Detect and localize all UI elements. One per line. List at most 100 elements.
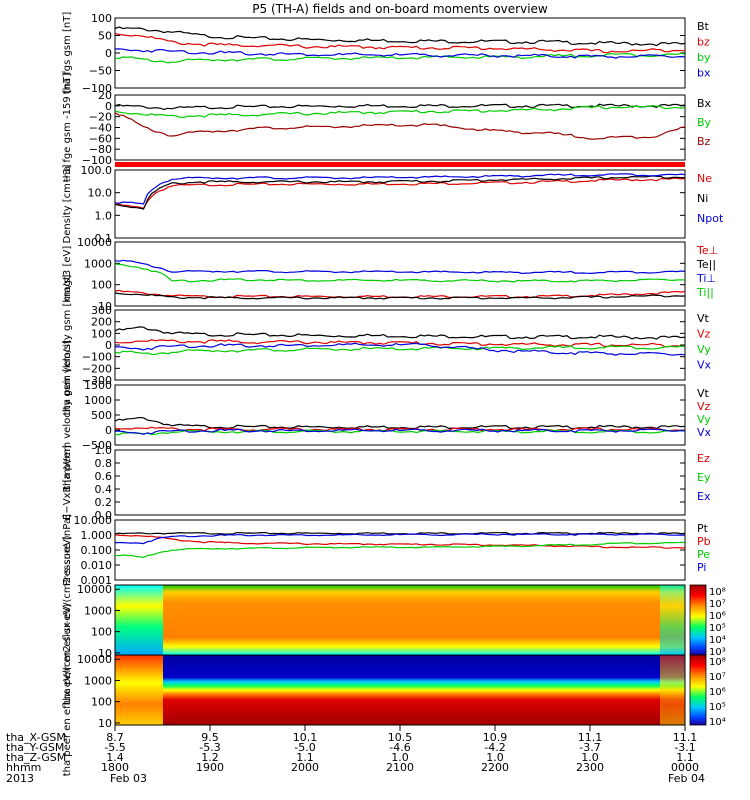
y-tick-label: 0.1 — [95, 232, 113, 245]
panel-frame — [114, 519, 686, 581]
y-tick-label: 10 — [98, 300, 112, 313]
y-tick-label: −80 — [89, 143, 112, 156]
y-tick-label: 100 — [91, 279, 112, 292]
y-axis-label: Density [cm−3] — [62, 164, 73, 243]
colorbar-tick-label: 10⁵ — [709, 623, 726, 634]
y-axis-label: tha fgs gsm [nT] — [62, 12, 73, 95]
y-tick-label: 500 — [91, 409, 112, 422]
legend-entry: Bt — [697, 20, 710, 33]
y-tick-label: 1000 — [84, 674, 112, 687]
legend-entry: Pe — [697, 548, 710, 561]
y-axis-label: Pressure [nPa] — [62, 514, 73, 586]
y-axis-label: E−VxB [mV/m] — [62, 445, 73, 520]
series-line-density-2 — [114, 173, 686, 205]
y-tick-label: 1000 — [84, 257, 112, 270]
orbit-value: 2000 — [291, 761, 319, 774]
legend-entry: Vt — [697, 312, 710, 325]
panel-pressure: 10.000 1.000 0.100 0.010 0.001 Pressure [nPa]… — [62, 514, 711, 587]
series-line-fgs-2 — [114, 52, 686, 64]
y-tick-label: 300 — [91, 304, 112, 317]
orbit-value: -3.7 — [579, 741, 600, 754]
y-tick-label: 100.0 — [81, 164, 113, 177]
series-line-pressure-2 — [114, 541, 686, 559]
orbit-value: 1.0 — [581, 751, 599, 764]
y-tick-label: 0.6 — [95, 470, 113, 483]
panel-frame — [114, 384, 686, 446]
y-tick-label: −50 — [89, 65, 112, 78]
legend-entry: Ez — [697, 452, 710, 465]
date-start-label: Feb 03 — [110, 772, 147, 785]
y-tick-label: 10000 — [77, 583, 112, 596]
y-tick-label: 100 — [91, 12, 112, 25]
y-tick-label: 50 — [98, 30, 112, 43]
series-line-temperature-1 — [114, 292, 686, 300]
y-tick-label: −60 — [89, 132, 112, 145]
y-tick-label: 0 — [105, 47, 112, 60]
y-tick-label: 1000 — [84, 604, 112, 617]
mode-bar — [115, 162, 685, 167]
y-axis-label: magt3 [eV] — [62, 246, 73, 303]
series-line-peir_velocity-2 — [114, 345, 686, 355]
orbit-row-label: tha_X-GSM — [6, 731, 66, 744]
colorbar-tick-label: 10⁸ — [709, 657, 726, 668]
orbit-value: 10.1 — [293, 731, 318, 744]
orbit-value: -3.1 — [674, 741, 695, 754]
spectrogram-peer — [114, 654, 686, 726]
legend-entry: Vy — [697, 343, 711, 356]
legend-entry: Vx — [697, 426, 712, 439]
year-label: 2013 — [6, 772, 34, 785]
y-axis-label: tha peem velocity gsm [km/s] — [62, 340, 73, 490]
orbit-value: 1800 — [101, 761, 129, 774]
series-line-pressure-1 — [114, 534, 685, 549]
orbit-value: 10.5 — [388, 731, 413, 744]
legend-entry: Ti|| — [696, 286, 714, 299]
series-line-pressure-3 — [114, 533, 686, 545]
orbit-value: -5.5 — [104, 741, 125, 754]
series-line-peir_velocity-0 — [114, 326, 686, 340]
peir-spectrogram-background — [115, 585, 685, 655]
orbit-value: 8.7 — [106, 731, 124, 744]
y-tick-label: 10 — [98, 717, 112, 730]
peir-spectrogram-early-region — [115, 585, 163, 655]
colorbar-tick-label: 10⁶ — [709, 687, 726, 698]
orbit-value: 10.9 — [483, 731, 508, 744]
y-tick-label: −100 — [82, 351, 112, 364]
legend-entry: Vz — [697, 328, 711, 341]
legend-entry: Ey — [697, 471, 711, 484]
colorbar-tick-label: 10⁷ — [709, 672, 726, 683]
y-tick-label: 10000 — [77, 653, 112, 666]
chart-title: P5 (TH-A) fields and on-board moments ov… — [252, 2, 548, 16]
legend-entry: Ni — [697, 192, 708, 205]
legend-entry: Vx — [697, 359, 712, 372]
y-tick-label: 10.000 — [74, 514, 113, 527]
orbit-value: -5.0 — [294, 741, 315, 754]
series-line-fgs-1 — [114, 32, 685, 54]
y-tick-label: −20 — [89, 111, 112, 124]
panel-frame — [114, 449, 686, 516]
colorbar-peer — [689, 654, 707, 726]
orbit-value: -5.3 — [199, 741, 220, 754]
orbit-value: 2300 — [576, 761, 604, 774]
colorbar-tick-label: 10⁵ — [709, 702, 726, 713]
y-tick-label: 1.000 — [81, 529, 113, 542]
colorbar-peir — [689, 584, 707, 656]
panel-fgs: 100 50 0 −50 −100 tha fgs gsm [nT] Bt bz by bx — [62, 12, 711, 95]
y-tick-label: 0.001 — [81, 574, 113, 587]
y-axis-label: tha peer en eflux eV/(cm2-s-sr-eV) — [62, 604, 73, 777]
y-tick-label: 1000 — [84, 394, 112, 407]
y-tick-label: −500 — [82, 439, 112, 452]
y-tick-label: −100 — [82, 154, 112, 167]
series-line-fge-1 — [114, 104, 685, 119]
series-line-temperature-3 — [114, 263, 686, 283]
panel-temperature: 10000 1000 100 10 magt3 [eV] Te⊥Te||Ti⊥Ti|| — [62, 236, 718, 313]
panel-efield: 1.00.80.60.40.20.0 E−VxB [mV/m] Ez Ey Ex — [62, 444, 711, 522]
orbit-value: 0000 — [671, 761, 699, 774]
peer-spectrogram-background — [115, 655, 685, 725]
legend-entry: Pt — [697, 522, 709, 535]
series-line-fge-0 — [114, 103, 686, 111]
orbit-value: 1.0 — [391, 751, 409, 764]
orbit-value: 11.1 — [578, 731, 603, 744]
orbit-value: -4.6 — [389, 741, 410, 754]
